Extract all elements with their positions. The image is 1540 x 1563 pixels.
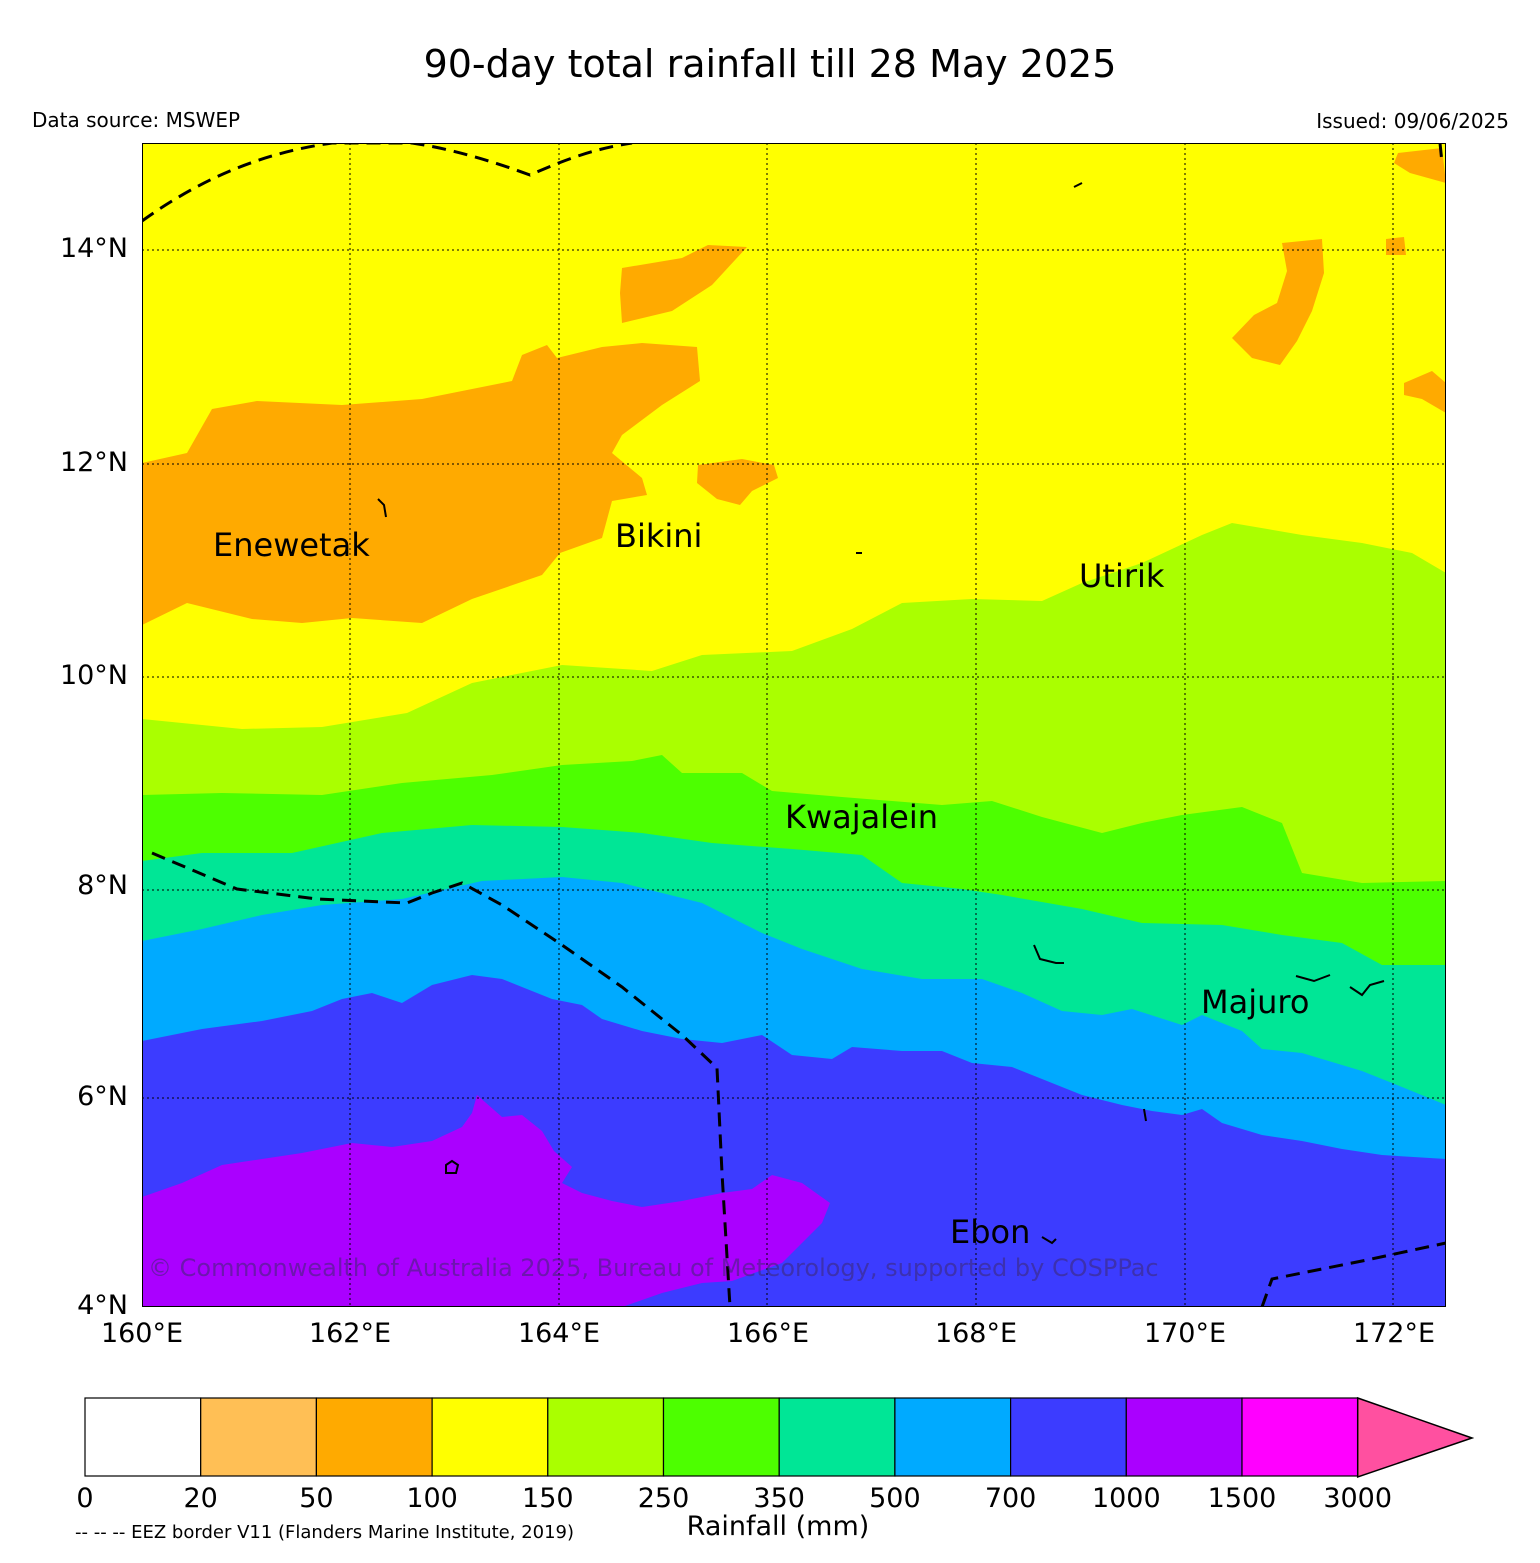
issued-date-label: Issued: 09/06/2025 bbox=[1316, 109, 1509, 133]
place-majuro: Majuro bbox=[1201, 983, 1310, 1021]
eez-borders bbox=[142, 143, 1446, 1307]
place-kwajalein: Kwajalein bbox=[785, 798, 939, 836]
colorbar-tick-label: 150 bbox=[522, 1483, 574, 1514]
atoll-outlines bbox=[377, 182, 1385, 1245]
eez-legend-note: -- -- -- EEZ border V11 (Flanders Marine… bbox=[75, 1522, 575, 1543]
colorbar-tick-label: 1000 bbox=[1091, 1483, 1161, 1514]
band-50-100-east bbox=[1232, 239, 1324, 365]
colorbar-cell bbox=[200, 1397, 317, 1477]
data-source-label: Data source: MSWEP bbox=[32, 108, 241, 132]
lat-label-4n: 4°N bbox=[77, 1290, 128, 1321]
colorbar-cell bbox=[778, 1397, 896, 1477]
lat-label-12n: 12°N bbox=[59, 447, 128, 478]
colorbar-cell bbox=[431, 1397, 549, 1477]
colorbar-tick-label: 250 bbox=[637, 1483, 690, 1514]
lat-label-10n: 10°N bbox=[59, 660, 128, 691]
place-utirik: Utirik bbox=[1079, 557, 1165, 595]
place-bikini: Bikini bbox=[615, 517, 703, 555]
colorbar-tick-label: 500 bbox=[869, 1483, 921, 1514]
colorbar-cell bbox=[84, 1397, 202, 1477]
lon-label-166e: 166°E bbox=[726, 1318, 810, 1349]
colorbar-cell bbox=[315, 1397, 433, 1477]
lon-label-168e: 168°E bbox=[934, 1318, 1018, 1349]
band-50-100-ne bbox=[1394, 148, 1446, 183]
place-ebon: Ebon bbox=[950, 1213, 1031, 1251]
colorbar-tick-label: 350 bbox=[753, 1483, 805, 1514]
colorbar-cell bbox=[1125, 1397, 1243, 1477]
lat-label-14n: 14°N bbox=[59, 233, 128, 264]
lon-label-162e: 162°E bbox=[308, 1318, 392, 1349]
colorbar-tick-label: 700 bbox=[984, 1483, 1037, 1514]
colorbar-cell bbox=[547, 1397, 665, 1477]
band-1000-1500 bbox=[142, 1095, 830, 1307]
band-50-100-e3 bbox=[1386, 237, 1406, 255]
lat-label-8n: 8°N bbox=[77, 870, 128, 901]
copyright-watermark: © Commonwealth of Australia 2025, Bureau… bbox=[148, 1254, 1159, 1282]
colorbar-cell bbox=[1009, 1397, 1127, 1477]
colorbar-tick-label: 3000 bbox=[1323, 1483, 1393, 1514]
colorbar-tick-label: 100 bbox=[406, 1483, 458, 1514]
colorbar-tick-label: 50 bbox=[299, 1483, 334, 1514]
colorbar-cell bbox=[1241, 1397, 1359, 1477]
map-title: 90-day total rainfall till 28 May 2025 bbox=[423, 42, 1117, 86]
rainfall-map bbox=[142, 143, 1446, 1307]
grid-lines bbox=[142, 143, 1446, 1307]
band-50-100-west bbox=[142, 343, 700, 625]
colorbar-cell bbox=[894, 1397, 1012, 1477]
lon-label-164e: 164°E bbox=[517, 1318, 601, 1349]
band-50-100-mid bbox=[697, 459, 778, 505]
place-enewetak: Enewetak bbox=[213, 526, 370, 564]
band-50-100-north bbox=[620, 245, 747, 323]
colorbar-tick-label: 0 bbox=[76, 1483, 94, 1514]
colorbar-tick-label: 1500 bbox=[1207, 1483, 1277, 1514]
colorbar bbox=[84, 1397, 1474, 1479]
lon-label-170e: 170°E bbox=[1143, 1318, 1227, 1349]
lon-label-160e: 160°E bbox=[100, 1318, 184, 1349]
colorbar-tick-label: 20 bbox=[183, 1483, 218, 1514]
lon-label-172e: 172°E bbox=[1352, 1318, 1436, 1349]
colorbar-cell bbox=[662, 1397, 780, 1477]
colorbar-title: Rainfall (mm) bbox=[686, 1511, 870, 1542]
lat-label-6n: 6°N bbox=[77, 1081, 128, 1112]
band-50-100-e2 bbox=[1404, 371, 1446, 413]
colorbar-extend-arrow bbox=[1356, 1397, 1474, 1479]
